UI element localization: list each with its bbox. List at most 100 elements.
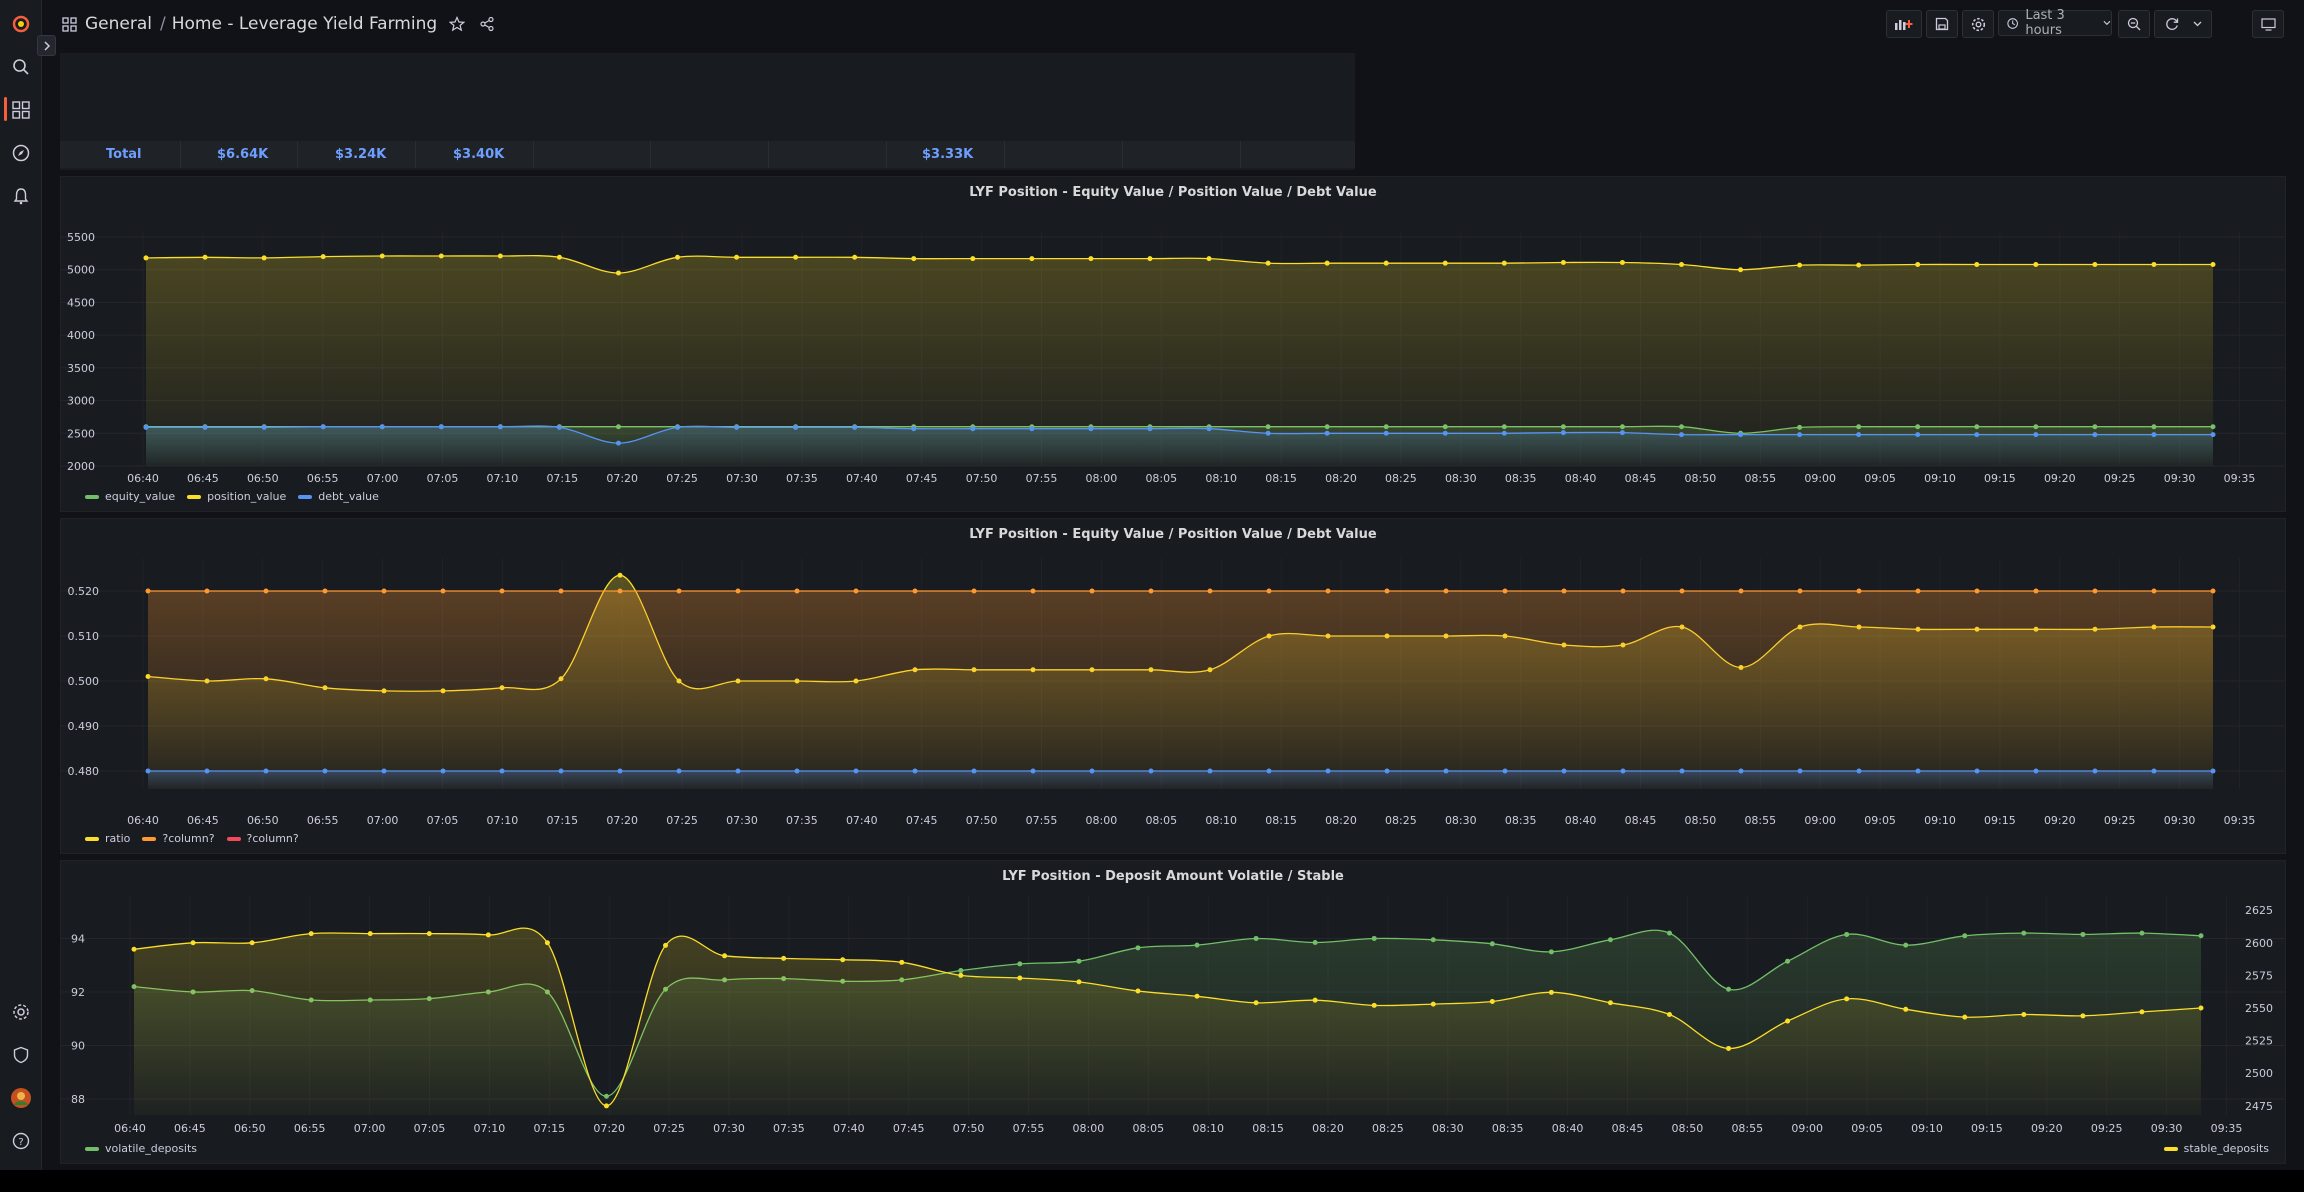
time-range-label: Last 3 hours <box>2025 8 2065 38</box>
data-point <box>1076 979 1082 985</box>
x-tick-label: 07:30 <box>713 1122 745 1135</box>
data-point <box>1785 1018 1791 1024</box>
ratio-panel[interactable]: LYF Position - Equity Value / Position V… <box>60 518 2286 854</box>
data-point <box>615 270 621 276</box>
legend-item-ratio[interactable]: ratio <box>85 832 130 845</box>
save-dashboard-button[interactable] <box>1926 10 1958 38</box>
legend-item-stable-deposits[interactable]: stable_deposits <box>2163 1142 2269 1155</box>
x-tick-label: 06:40 <box>114 1122 146 1135</box>
data-point <box>497 424 503 430</box>
legend-item-equity-value[interactable]: equity_value <box>85 490 175 503</box>
x-tick-label: 08:45 <box>1612 1122 1644 1135</box>
timeseries-chart[interactable]: 94 92 90 88 2625 2600 2575 2550 2525 2500 2475 06:4… <box>61 861 2285 1163</box>
data-point <box>911 256 917 262</box>
data-point <box>2033 588 2039 594</box>
x-tick-label: 07:25 <box>666 472 698 485</box>
refresh-interval-chevron-icon[interactable] <box>2193 21 2202 27</box>
refresh-button[interactable] <box>2154 10 2212 38</box>
data-point <box>734 254 740 260</box>
zoom-out-button[interactable] <box>2118 10 2150 38</box>
settings-icon[interactable] <box>10 1001 31 1022</box>
legend-item-debt-value[interactable]: debt_value <box>298 490 379 503</box>
y2-tick-label: 2575 <box>2245 969 2273 982</box>
legend-item-column-2[interactable]: ?column? <box>226 832 299 845</box>
data-point <box>1206 256 1212 262</box>
x-tick-label: 08:00 <box>1086 472 1118 485</box>
data-point <box>1502 768 1508 774</box>
x-tick-label: 07:40 <box>833 1122 865 1135</box>
equity-position-debt-panel[interactable]: LYF Position - Equity Value / Position V… <box>60 176 2286 512</box>
x-tick-label: 08:55 <box>1744 814 1776 827</box>
data-point <box>840 957 846 963</box>
data-point <box>1443 588 1449 594</box>
timeseries-chart[interactable]: 5500 5000 4500 4000 3500 3000 2500 2000 06:40 06:… <box>61 177 2285 511</box>
alerting-icon[interactable] <box>10 185 31 206</box>
data-point <box>558 588 564 594</box>
panel-title[interactable]: LYF Position - Deposit Amount Volatile /… <box>1002 869 1344 884</box>
data-point <box>308 931 314 937</box>
x-tick-label: 09:20 <box>2044 814 2076 827</box>
shield-icon[interactable] <box>10 1044 31 1065</box>
chevron-down-icon <box>2103 20 2111 26</box>
table-column-divider <box>415 141 416 168</box>
y-tick-label: 2000 <box>67 460 95 473</box>
data-point <box>1797 588 1803 594</box>
data-point <box>145 768 151 774</box>
data-point <box>202 424 208 430</box>
data-point <box>1147 256 1153 262</box>
y-tick-label: 90 <box>71 1039 85 1052</box>
data-point <box>499 588 505 594</box>
x-tick-label: 07:25 <box>666 814 698 827</box>
y-tick-label: 3500 <box>67 362 95 375</box>
data-point <box>1620 768 1626 774</box>
data-point <box>1726 986 1732 992</box>
legend-item-volatile-deposits[interactable]: volatile_deposits <box>85 1142 197 1155</box>
breadcrumb-folder[interactable]: General <box>85 14 152 34</box>
x-tick-label: 08:10 <box>1205 814 1237 827</box>
explore-icon[interactable] <box>10 142 31 163</box>
dashboard-settings-button[interactable] <box>1962 10 1994 38</box>
data-point <box>912 768 918 774</box>
time-picker-button[interactable]: Last 3 hours <box>1998 8 2112 38</box>
dashboard-title[interactable]: Home - Leverage Yield Farming <box>171 14 438 34</box>
y-tick-label: 0.480 <box>68 765 100 778</box>
star-icon[interactable] <box>449 16 466 32</box>
panel-title[interactable]: LYF Position - Equity Value / Position V… <box>969 185 1377 200</box>
table-total-row: Total $6.64K $3.24K $3.40K $3.33K <box>60 141 1355 168</box>
grafana-logo-icon[interactable] <box>10 13 31 34</box>
data-point <box>558 768 564 774</box>
timeseries-chart[interactable]: 0.520 0.510 0.500 0.490 0.480 06:40 06:45 06:50… <box>61 519 2285 853</box>
legend-item-position-value[interactable]: position_value <box>187 490 286 503</box>
data-point <box>912 588 918 594</box>
data-point <box>2139 930 2145 936</box>
data-point <box>1029 256 1035 262</box>
x-tick-label: 09:25 <box>2104 814 2136 827</box>
data-point <box>2210 432 2216 438</box>
data-point <box>1797 262 1803 268</box>
panel-title[interactable]: LYF Position - Equity Value / Position V… <box>969 527 1377 542</box>
data-point <box>1147 426 1153 432</box>
x-tick-label: 09:10 <box>1911 1122 1943 1135</box>
data-point <box>735 768 741 774</box>
search-icon[interactable] <box>10 56 31 77</box>
expand-menu-button[interactable] <box>37 35 56 56</box>
x-tick-label: 07:10 <box>487 814 519 827</box>
view-mode-button[interactable] <box>2252 10 2284 38</box>
data-point <box>1560 430 1566 436</box>
help-icon[interactable]: ? <box>10 1130 31 1151</box>
data-point <box>1962 933 1968 939</box>
x-tick-label: 06:40 <box>127 472 159 485</box>
legend-item-column-1[interactable]: ?column? <box>142 832 215 845</box>
share-icon[interactable] <box>479 16 495 32</box>
data-point <box>2210 768 2216 774</box>
avatar[interactable] <box>10 1087 31 1108</box>
deposit-amount-panel[interactable]: LYF Position - Deposit Amount Volatile /… <box>60 860 2286 1164</box>
data-point <box>1501 430 1507 436</box>
data-point <box>1620 588 1626 594</box>
chart-legend-right: stable_deposits <box>2163 1142 2269 1155</box>
data-point <box>781 955 787 961</box>
dashboards-icon[interactable] <box>10 99 31 120</box>
data-point <box>440 588 446 594</box>
add-panel-button[interactable] <box>1886 10 1922 38</box>
data-point <box>1974 768 1980 774</box>
